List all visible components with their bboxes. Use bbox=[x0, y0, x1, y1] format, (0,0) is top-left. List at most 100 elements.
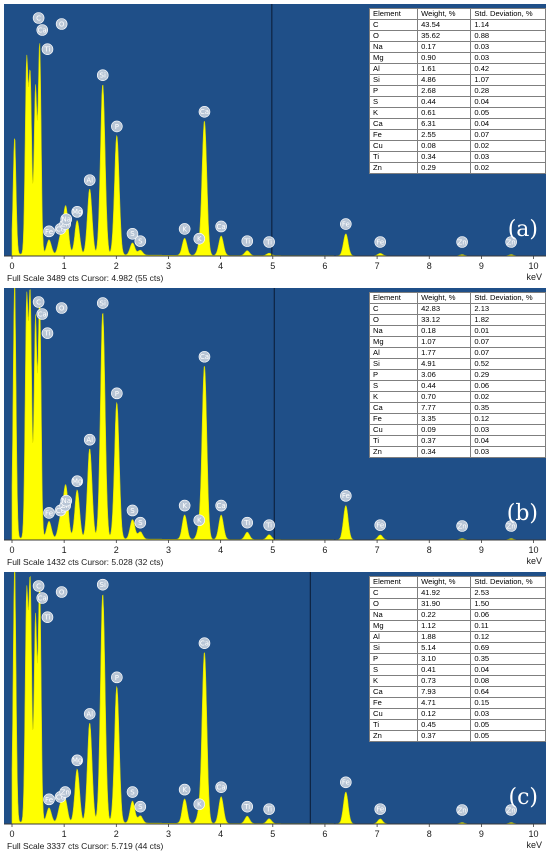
peak-label: Ti bbox=[241, 516, 254, 529]
svg-text:Zn: Zn bbox=[457, 522, 466, 530]
table-cell: Al bbox=[368, 347, 419, 359]
svg-text:Ca: Ca bbox=[217, 502, 226, 510]
table-row: Na 0.17 0.03 bbox=[368, 41, 546, 53]
x-tick-label: 2 bbox=[114, 545, 119, 555]
table-cell: 0.42 bbox=[470, 63, 546, 75]
svg-text:Ca: Ca bbox=[200, 640, 209, 648]
table-cell: 0.08 bbox=[470, 675, 546, 687]
table-cell: 0.03 bbox=[470, 52, 546, 64]
table-cell: Zn bbox=[368, 730, 419, 742]
table-cell: 0.04 bbox=[470, 96, 546, 108]
peak-label: Ti bbox=[263, 519, 275, 531]
peak-label: Al bbox=[83, 174, 96, 186]
table-cell: 0.12 bbox=[470, 413, 546, 425]
table-row: Cu 0.09 0.03 bbox=[368, 424, 546, 436]
table-cell: Cu bbox=[368, 424, 419, 436]
svg-text:S: S bbox=[138, 519, 143, 527]
svg-text:Fe: Fe bbox=[342, 779, 350, 787]
peak-label: Ca bbox=[215, 499, 227, 512]
x-tick-label: 1 bbox=[62, 261, 67, 271]
table-cell: Cu bbox=[368, 140, 419, 152]
table-cell: 42.83 bbox=[417, 303, 472, 315]
svg-text:O: O bbox=[59, 20, 65, 28]
table-cell: 3.35 bbox=[417, 413, 472, 425]
table-cell: 0.37 bbox=[417, 435, 472, 447]
peak-label: S bbox=[126, 786, 139, 798]
x-tick-label: 5 bbox=[270, 545, 275, 555]
table-cell: 0.52 bbox=[470, 358, 546, 370]
peak-label: Zn bbox=[505, 236, 517, 248]
table-row: Zn 0.37 0.05 bbox=[368, 730, 546, 742]
table-cell: 0.06 bbox=[470, 609, 546, 621]
peak-label: Mg bbox=[71, 206, 83, 218]
peak-label: Si bbox=[96, 69, 109, 81]
table-cell: Al bbox=[368, 63, 419, 75]
table-cell: Ca bbox=[368, 402, 419, 414]
table-row: Mg 0.90 0.03 bbox=[368, 52, 546, 64]
peak-label: S bbox=[134, 516, 147, 529]
table-row: Ca 7.93 0.64 bbox=[368, 686, 546, 698]
table-header-cell: Element bbox=[368, 576, 419, 588]
svg-text:Na: Na bbox=[61, 216, 71, 224]
table-cell: 1.07 bbox=[417, 336, 472, 348]
svg-text:Ti: Ti bbox=[243, 519, 250, 527]
table-cell: 0.03 bbox=[470, 41, 546, 53]
svg-text:K: K bbox=[182, 502, 187, 510]
table-row: Ca 7.77 0.35 bbox=[368, 402, 546, 414]
table-cell: 0.64 bbox=[470, 686, 546, 698]
peak-label: Ca bbox=[198, 106, 211, 118]
svg-text:Ti: Ti bbox=[265, 238, 272, 246]
svg-text:K: K bbox=[197, 517, 202, 525]
table-cell: Fe bbox=[368, 129, 419, 141]
peak-label: Fe bbox=[340, 218, 352, 230]
table-cell: Al bbox=[368, 631, 419, 643]
table-cell: 5.14 bbox=[417, 642, 472, 654]
x-tick-label: 10 bbox=[529, 545, 539, 555]
peak-label: Al bbox=[83, 708, 96, 720]
table-cell: 2.13 bbox=[470, 303, 546, 315]
table-cell: 0.35 bbox=[470, 402, 546, 414]
table-cell: C bbox=[368, 587, 419, 599]
table-cell: 0.35 bbox=[470, 653, 546, 665]
table-cell: Na bbox=[368, 609, 419, 621]
status-readout: Full Scale 3489 cts Cursor: 4.982 (55 ct… bbox=[7, 273, 164, 283]
svg-text:Ca: Ca bbox=[200, 108, 209, 116]
table-row: Si 4.86 1.07 bbox=[368, 74, 546, 86]
peak-label: Si bbox=[96, 297, 109, 309]
table-cell: Zn bbox=[368, 162, 419, 174]
table-cell: 0.45 bbox=[417, 719, 472, 731]
table-cell: 4.71 bbox=[417, 697, 472, 709]
x-tick-label: 6 bbox=[322, 829, 327, 839]
x-tick-label: 3 bbox=[166, 545, 171, 555]
table-header-cell: Weight, % bbox=[417, 292, 472, 304]
table-cell: 0.05 bbox=[470, 719, 546, 731]
svg-text:Fe: Fe bbox=[376, 238, 384, 246]
table-cell: Zn bbox=[368, 446, 419, 458]
table-cell: 0.34 bbox=[417, 151, 472, 163]
table-cell: O bbox=[368, 30, 419, 42]
table-cell: 0.09 bbox=[417, 424, 472, 436]
table-cell: K bbox=[368, 107, 419, 119]
table-cell: 0.02 bbox=[470, 391, 546, 403]
svg-text:Cu: Cu bbox=[56, 507, 65, 515]
x-tick-label: 8 bbox=[427, 545, 432, 555]
peak-label: Ca bbox=[36, 24, 49, 36]
table-cell: 0.03 bbox=[470, 708, 546, 720]
table-cell: Ti bbox=[368, 719, 419, 731]
svg-text:Ca: Ca bbox=[217, 223, 226, 231]
table-cell: 0.02 bbox=[470, 140, 546, 152]
svg-text:Fe: Fe bbox=[376, 806, 384, 814]
table-cell: 1.14 bbox=[470, 19, 546, 31]
table-row: S 0.41 0.04 bbox=[368, 664, 546, 676]
table-row: Al 1.61 0.42 bbox=[368, 63, 546, 75]
peak-label: Ti bbox=[41, 611, 54, 624]
table-cell: 1.12 bbox=[417, 620, 472, 632]
table-cell: C bbox=[368, 19, 419, 31]
table-cell: P bbox=[368, 369, 419, 381]
peak-label: Si bbox=[96, 578, 109, 591]
svg-text:Ti: Ti bbox=[265, 806, 272, 814]
x-tick-label: 9 bbox=[479, 261, 484, 271]
x-tick-label: 5 bbox=[270, 829, 275, 839]
peak-label: S bbox=[126, 228, 139, 240]
svg-text:Fe: Fe bbox=[45, 509, 53, 517]
